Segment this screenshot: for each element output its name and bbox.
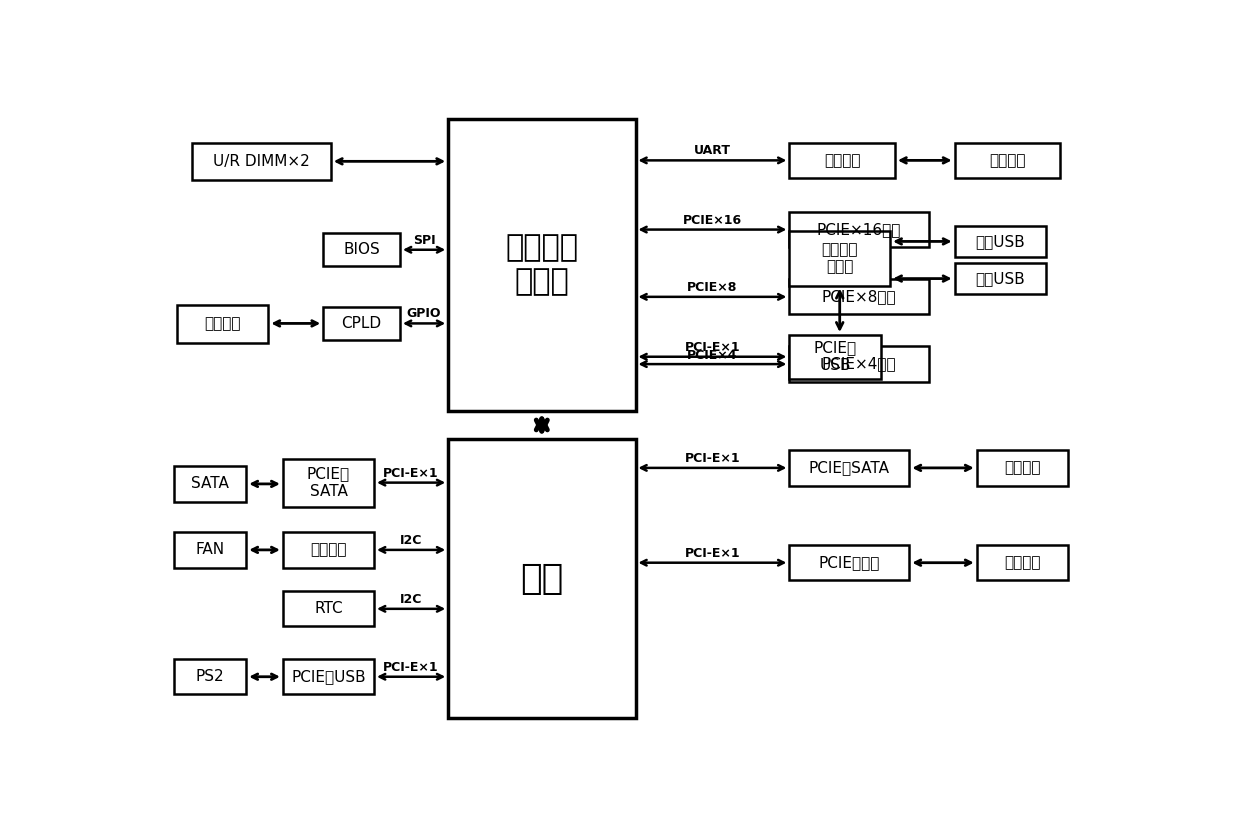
FancyBboxPatch shape [283, 592, 374, 626]
Text: PCIE×4插槽: PCIE×4插槽 [822, 357, 897, 372]
Text: SPI: SPI [413, 234, 435, 246]
FancyBboxPatch shape [448, 119, 635, 410]
Text: PCIE×8插槽: PCIE×8插槽 [822, 290, 897, 305]
FancyBboxPatch shape [977, 545, 1068, 581]
FancyBboxPatch shape [789, 545, 909, 581]
Text: 国产申威
处理器: 国产申威 处理器 [506, 234, 578, 296]
Text: 桥片: 桥片 [520, 562, 563, 596]
Text: PCI-E×1: PCI-E×1 [684, 547, 740, 560]
Text: I2C: I2C [401, 593, 423, 607]
FancyBboxPatch shape [955, 263, 1045, 294]
Text: PCIE×16: PCIE×16 [683, 214, 742, 227]
Text: PCIE转
SATA: PCIE转 SATA [306, 467, 350, 499]
FancyBboxPatch shape [789, 335, 880, 379]
Text: 只读光驱: 只读光驱 [1004, 460, 1040, 475]
Text: PCI-E×1: PCI-E×1 [684, 453, 740, 465]
Text: PCIE转USB: PCIE转USB [291, 669, 366, 684]
Text: 硬件控制: 硬件控制 [205, 316, 241, 332]
Text: SATA: SATA [191, 477, 229, 492]
Text: PCIE转干兆: PCIE转干兆 [818, 555, 880, 570]
Text: FAN: FAN [196, 542, 224, 557]
FancyBboxPatch shape [955, 226, 1045, 257]
FancyBboxPatch shape [177, 305, 268, 344]
Text: 干兆网口: 干兆网口 [1004, 555, 1040, 570]
Text: 单导USB: 单导USB [976, 234, 1025, 249]
Text: PCIE×16插槽: PCIE×16插槽 [817, 222, 901, 237]
Text: PCIE转SATA: PCIE转SATA [808, 460, 890, 475]
FancyBboxPatch shape [283, 659, 374, 695]
Text: 智能监控: 智能监控 [310, 542, 347, 557]
Text: PS2: PS2 [196, 669, 224, 684]
Text: 调试串口: 调试串口 [990, 153, 1025, 168]
FancyBboxPatch shape [324, 233, 401, 266]
Text: 电平转换: 电平转换 [823, 153, 861, 168]
Text: RTC: RTC [314, 602, 342, 617]
Text: PCIE×4: PCIE×4 [687, 349, 738, 362]
Text: BIOS: BIOS [343, 242, 379, 257]
FancyBboxPatch shape [191, 143, 331, 180]
Text: CPLD: CPLD [341, 316, 382, 331]
FancyBboxPatch shape [789, 143, 895, 178]
Text: GPIO: GPIO [407, 307, 441, 320]
Text: 专用USB: 专用USB [976, 271, 1025, 286]
FancyBboxPatch shape [789, 212, 929, 247]
FancyBboxPatch shape [283, 532, 374, 567]
Text: U/R DIMM×2: U/R DIMM×2 [213, 154, 310, 169]
FancyBboxPatch shape [174, 466, 247, 502]
Text: UART: UART [694, 144, 730, 157]
Text: PCI-E×1: PCI-E×1 [383, 467, 439, 480]
FancyBboxPatch shape [324, 307, 401, 340]
Text: PCI-E×1: PCI-E×1 [383, 661, 439, 674]
Text: 多功能导
入装置: 多功能导 入装置 [821, 242, 858, 275]
FancyBboxPatch shape [174, 532, 247, 567]
FancyBboxPatch shape [174, 659, 247, 695]
Text: I2C: I2C [401, 534, 423, 547]
Text: PCI-E×1: PCI-E×1 [684, 341, 740, 354]
FancyBboxPatch shape [283, 458, 374, 507]
FancyBboxPatch shape [977, 450, 1068, 486]
FancyBboxPatch shape [789, 231, 890, 285]
FancyBboxPatch shape [789, 280, 929, 314]
FancyBboxPatch shape [448, 439, 635, 718]
Text: PCIE转
USB: PCIE转 USB [813, 340, 857, 373]
FancyBboxPatch shape [955, 143, 1060, 178]
FancyBboxPatch shape [789, 450, 909, 486]
FancyBboxPatch shape [789, 346, 929, 382]
Text: PCIE×8: PCIE×8 [687, 281, 738, 295]
